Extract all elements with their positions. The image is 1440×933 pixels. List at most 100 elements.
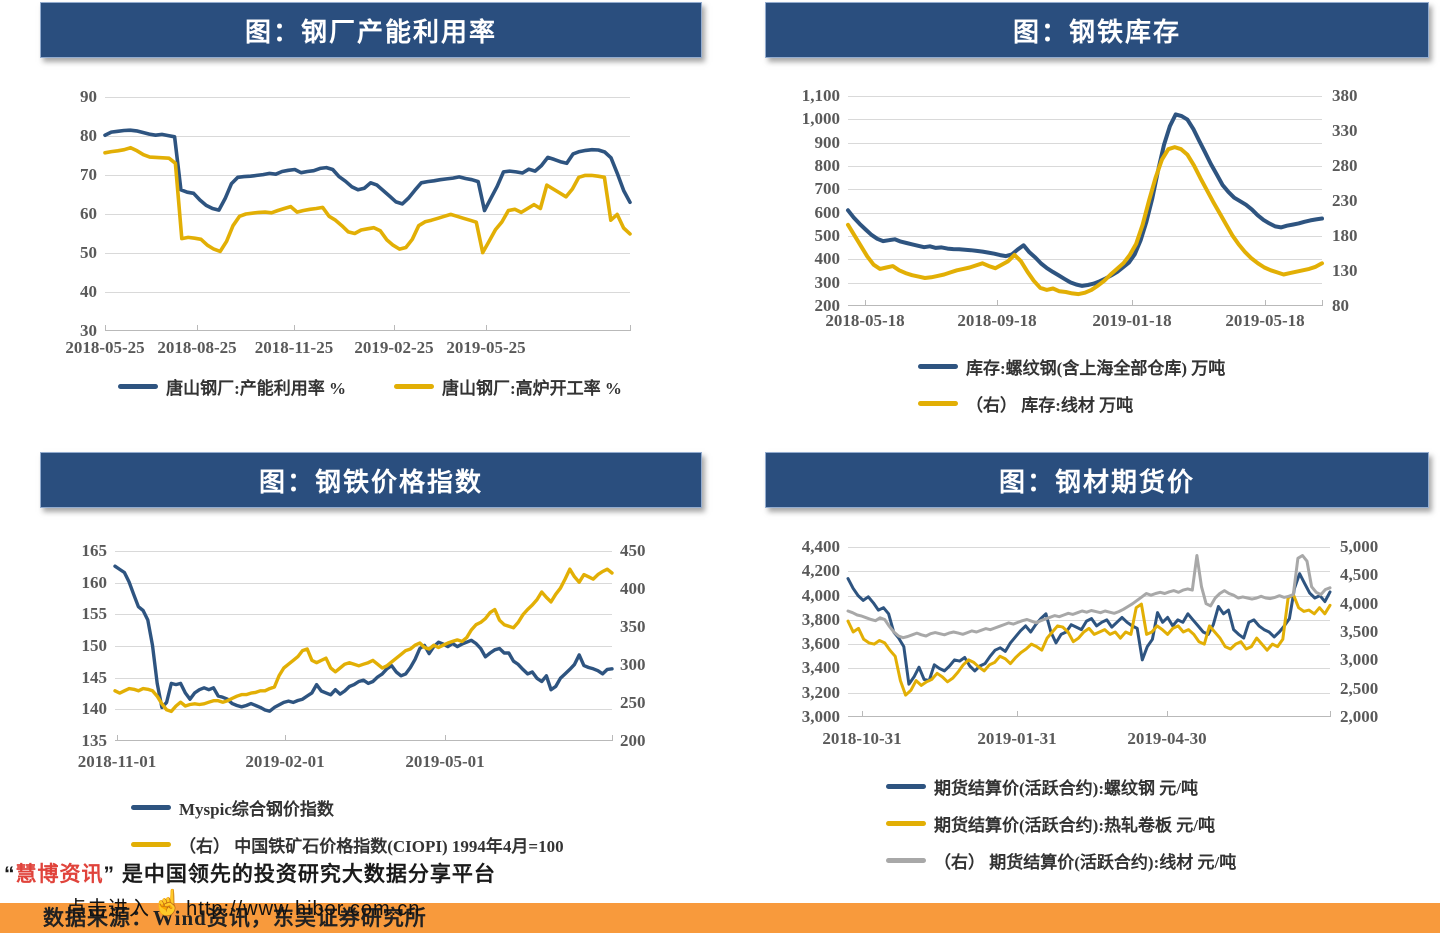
x-axis-tick xyxy=(294,325,295,331)
x-axis-line xyxy=(105,330,630,331)
y-axis-label-left: 160 xyxy=(81,573,108,592)
gridline xyxy=(848,166,1322,167)
chart-title-bar-capacity: 图：钢厂产能利用率 xyxy=(40,2,702,58)
plot-area-0 xyxy=(103,97,632,331)
gridline xyxy=(848,547,1330,548)
y-axis-label-right: 350 xyxy=(620,617,646,636)
x-axis-tick xyxy=(105,325,106,331)
series-line xyxy=(103,145,632,255)
legend-item: （右） 期货结算价(活跃合约):线材 元/吨 xyxy=(886,848,1236,873)
chart-title: 图：钢厂产能利用率 xyxy=(244,16,497,47)
gridline xyxy=(848,189,1322,190)
chart-title-bar-futures: 图：钢材期货价 xyxy=(765,452,1429,508)
x-axis-tick xyxy=(197,325,198,331)
legend-item: 期货结算价(活跃合约):热轧卷板 元/吨 xyxy=(886,811,1236,836)
data-source: 数据来源：Wind资讯，东吴证券研究所 xyxy=(43,906,427,930)
legend-line-swatch xyxy=(886,858,926,863)
y-axis-label-right: 2,000 xyxy=(1340,707,1379,726)
legend-item: （右） 库存:线材 万吨 xyxy=(918,391,1225,416)
quote-open: “ xyxy=(4,863,16,886)
legend-label: （右） 中国铁矿石价格指数(CIOPI) 1994年4月=100 xyxy=(179,837,564,856)
chart-title: 图：钢材期货价 xyxy=(998,466,1195,497)
gridline xyxy=(115,583,612,584)
gridline xyxy=(115,614,612,615)
series-line xyxy=(846,112,1324,288)
legend-label: 期货结算价(活跃合约):热轧卷板 元/吨 xyxy=(934,816,1215,835)
y-axis-label-left: 40 xyxy=(80,282,97,301)
legend-line-swatch xyxy=(118,384,159,389)
gridline xyxy=(115,646,612,647)
chart-title-bar-inventory: 图：钢铁库存 xyxy=(765,2,1429,58)
y-axis-label-left: 300 xyxy=(814,273,841,292)
gridline xyxy=(848,596,1330,597)
gridline xyxy=(115,551,612,552)
x-axis-label: 2019-02-01 xyxy=(245,752,325,771)
legend-item: Myspic综合钢价指数 xyxy=(131,795,564,820)
y-axis-label-right: 3,500 xyxy=(1340,622,1379,641)
y-axis-label-left: 90 xyxy=(80,87,97,106)
series-lines xyxy=(846,112,1324,297)
tagline-text: 是中国领先的投资研究大数据分享平台 xyxy=(115,863,496,886)
x-axis-tick xyxy=(1167,711,1168,717)
brand-name: 慧博资讯 xyxy=(15,863,104,886)
legend-item: 唐山钢厂:高炉开工率 % xyxy=(394,374,622,399)
legend-line-swatch xyxy=(886,821,926,826)
series-lines xyxy=(113,564,614,714)
series-line xyxy=(103,128,632,213)
legend-line-swatch xyxy=(131,842,171,847)
chart-title-bar-price-index: 图：钢铁价格指数 xyxy=(40,452,702,508)
gridline xyxy=(105,292,630,293)
legend-3: 期货结算价(活跃合约):螺纹钢 元/吨 期货结算价(活跃合约):热轧卷板 元/吨 （… xyxy=(886,774,1236,873)
y-axis-label-right: 80 xyxy=(1332,296,1349,315)
y-axis-label-left: 80 xyxy=(80,126,97,145)
x-axis-tick xyxy=(630,325,631,331)
x-axis-tick xyxy=(1330,711,1331,717)
y-axis-label-right: 280 xyxy=(1332,156,1358,175)
gridline xyxy=(105,253,630,254)
y-axis-label-left: 4,000 xyxy=(801,586,840,605)
plot-area-3 xyxy=(846,547,1332,717)
x-axis-tick xyxy=(285,735,286,741)
legend-label: Myspic综合钢价指数 xyxy=(179,800,334,819)
link-url[interactable]: http://www.hibor.com.cn xyxy=(186,898,421,920)
y-axis-label-left: 3,800 xyxy=(801,610,840,629)
series-line xyxy=(846,145,1324,297)
x-axis-tick xyxy=(1322,300,1323,306)
footer-tagline: “慧博资讯” 是中国领先的投资研究大数据分享平台 xyxy=(4,858,496,888)
y-axis-label-left: 600 xyxy=(814,203,841,222)
x-axis-tick xyxy=(486,325,487,331)
y-axis-label-left: 60 xyxy=(80,204,97,223)
y-axis-label-left: 145 xyxy=(81,668,108,687)
gridline xyxy=(848,259,1322,260)
gridline xyxy=(848,143,1322,144)
y-axis-label-left: 500 xyxy=(814,226,841,245)
y-axis-label-right: 450 xyxy=(620,541,646,560)
y-axis-label-right: 180 xyxy=(1332,226,1358,245)
y-axis-label-right: 230 xyxy=(1332,191,1358,210)
legend-item: 库存:螺纹钢(含上海全部仓库) 万吨 xyxy=(918,354,1225,379)
y-axis-label-left: 3,000 xyxy=(801,707,840,726)
gridline xyxy=(115,709,612,710)
y-axis-label-right: 4,500 xyxy=(1340,565,1379,584)
x-axis-label: 2018-08-25 xyxy=(157,338,237,357)
x-axis-tick xyxy=(1265,300,1266,306)
y-axis-label-left: 200 xyxy=(814,296,841,315)
hibor-link[interactable]: 点击进入☝ http://www.hibor.com.cn xyxy=(66,889,421,922)
gridline xyxy=(848,571,1330,572)
legend-2: Myspic综合钢价指数 （右） 中国铁矿石价格指数(CIOPI) 1994年4月… xyxy=(131,795,564,857)
y-axis-label-right: 300 xyxy=(620,655,646,674)
y-axis-label-left: 155 xyxy=(81,604,108,623)
series-line xyxy=(113,567,614,714)
legend-line-swatch xyxy=(131,805,171,810)
series-line xyxy=(846,554,1332,640)
x-axis-line xyxy=(848,716,1330,717)
y-axis-label-left: 1,100 xyxy=(801,86,840,105)
hand-cursor-icon: ☝ xyxy=(152,889,185,917)
series-line xyxy=(113,564,614,713)
y-axis-label-left: 900 xyxy=(814,133,841,152)
x-axis-tick xyxy=(862,711,863,717)
gridline xyxy=(848,236,1322,237)
legend-1: 库存:螺纹钢(含上海全部仓库) 万吨 （右） 库存:线材 万吨 xyxy=(918,354,1225,416)
y-axis-label-left: 70 xyxy=(80,165,97,184)
link-prefix: 点击进入 xyxy=(66,898,150,920)
